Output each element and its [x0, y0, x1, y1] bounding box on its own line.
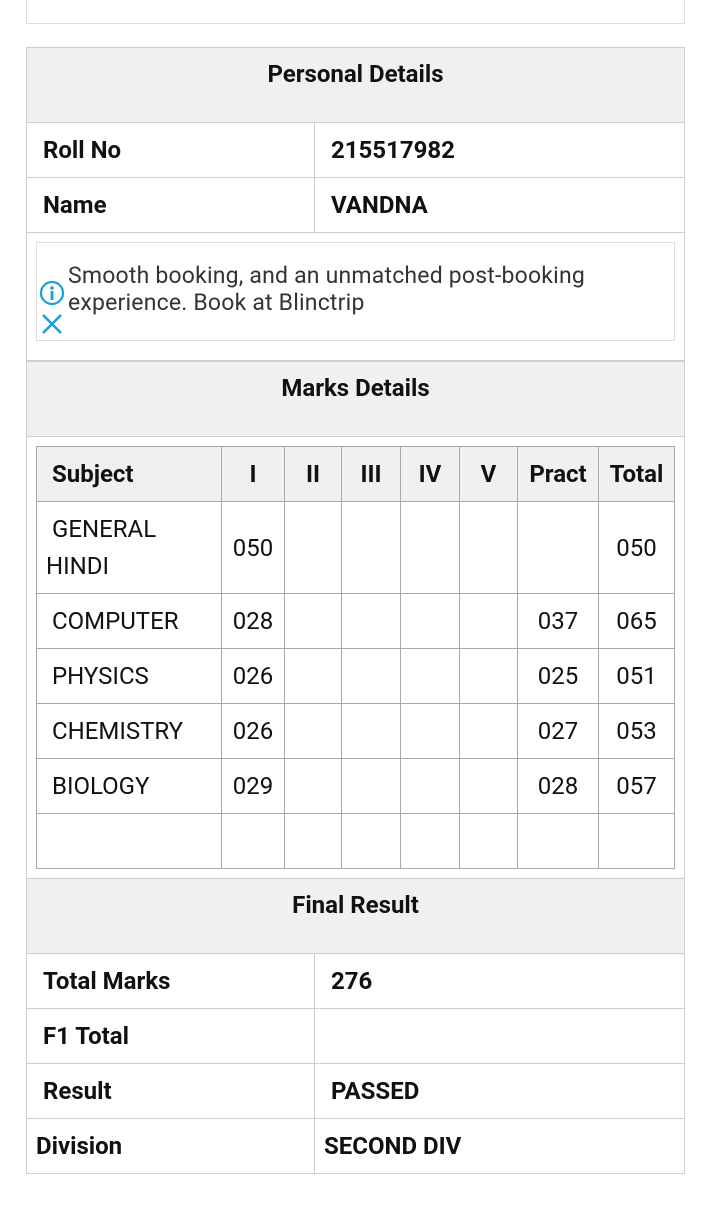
mark-cell: [341, 813, 401, 869]
mark-cell: BIOLOGY: [36, 758, 222, 814]
mark-cell: [400, 648, 460, 704]
mark-cell: [517, 501, 599, 594]
value-cell: VANDNA: [314, 177, 685, 233]
ad-text[interactable]: Smooth booking, and an unmatched post-bo…: [68, 262, 585, 316]
mark-cell: 057: [598, 758, 675, 814]
mark-cell: [284, 648, 342, 704]
value-cell: PASSED: [314, 1063, 685, 1119]
mark-cell: [400, 813, 460, 869]
mark-cell: 065: [598, 593, 675, 649]
mark-cell: [341, 648, 401, 704]
mark-cell: CHEMISTRY: [36, 703, 222, 759]
section-header: Final Result: [26, 878, 685, 954]
previous-table: [26, 0, 685, 24]
mark-cell: [341, 593, 401, 649]
mark-cell: 025: [517, 648, 599, 704]
label-cell: Result: [26, 1063, 315, 1119]
mark-cell: [459, 593, 518, 649]
label-cell: Division: [26, 1118, 315, 1174]
mark-cell: [459, 501, 518, 594]
mark-cell: 029: [221, 758, 285, 814]
mark-cell: [341, 501, 401, 594]
value-cell: 276: [314, 953, 685, 1009]
column-header: Pract: [517, 446, 599, 502]
column-header: II: [284, 446, 342, 502]
ad-box[interactable]: [36, 242, 675, 341]
mark-cell: [284, 593, 342, 649]
mark-cell: [459, 813, 518, 869]
mark-cell: [36, 813, 222, 869]
ad-icons[interactable]: [38, 280, 68, 340]
label-cell: F1 Total: [26, 1008, 315, 1064]
mark-cell: [284, 501, 342, 594]
mark-cell: [400, 758, 460, 814]
mark-cell: [459, 703, 518, 759]
column-header: III: [341, 446, 401, 502]
mark-cell: 027: [517, 703, 599, 759]
column-header: I: [221, 446, 285, 502]
mark-cell: [284, 758, 342, 814]
mark-cell: [400, 703, 460, 759]
mark-cell: 050: [221, 501, 285, 594]
mark-cell: 028: [221, 593, 285, 649]
mark-cell: [459, 758, 518, 814]
mark-cell: COMPUTER: [36, 593, 222, 649]
mark-cell: 028: [517, 758, 599, 814]
label-cell: Roll No: [26, 122, 315, 178]
mark-cell: [341, 758, 401, 814]
section-header: Personal Details: [26, 47, 685, 123]
mark-cell: GENERAL HINDI: [36, 501, 222, 594]
mark-cell: 050: [598, 501, 675, 594]
mark-cell: [341, 703, 401, 759]
mark-cell: [400, 593, 460, 649]
column-header: Subject: [36, 446, 222, 502]
column-header: V: [459, 446, 518, 502]
column-header: IV: [400, 446, 460, 502]
mark-cell: [517, 813, 599, 869]
label-cell: Total Marks: [26, 953, 315, 1009]
mark-cell: [284, 813, 342, 869]
mark-cell: 053: [598, 703, 675, 759]
mark-cell: PHYSICS: [36, 648, 222, 704]
mark-cell: 037: [517, 593, 599, 649]
mark-cell: [598, 813, 675, 869]
column-header: Total: [598, 446, 675, 502]
mark-cell: [221, 813, 285, 869]
mark-cell: 026: [221, 703, 285, 759]
mark-cell: [284, 703, 342, 759]
value-cell: [314, 1008, 685, 1064]
value-cell: 215517982: [314, 122, 685, 178]
value-cell: SECOND DIV: [314, 1118, 685, 1174]
label-cell: Name: [26, 177, 315, 233]
mark-cell: 026: [221, 648, 285, 704]
section-header: Marks Details: [26, 361, 685, 437]
mark-cell: 051: [598, 648, 675, 704]
mark-cell: [400, 501, 460, 594]
mark-cell: [459, 648, 518, 704]
